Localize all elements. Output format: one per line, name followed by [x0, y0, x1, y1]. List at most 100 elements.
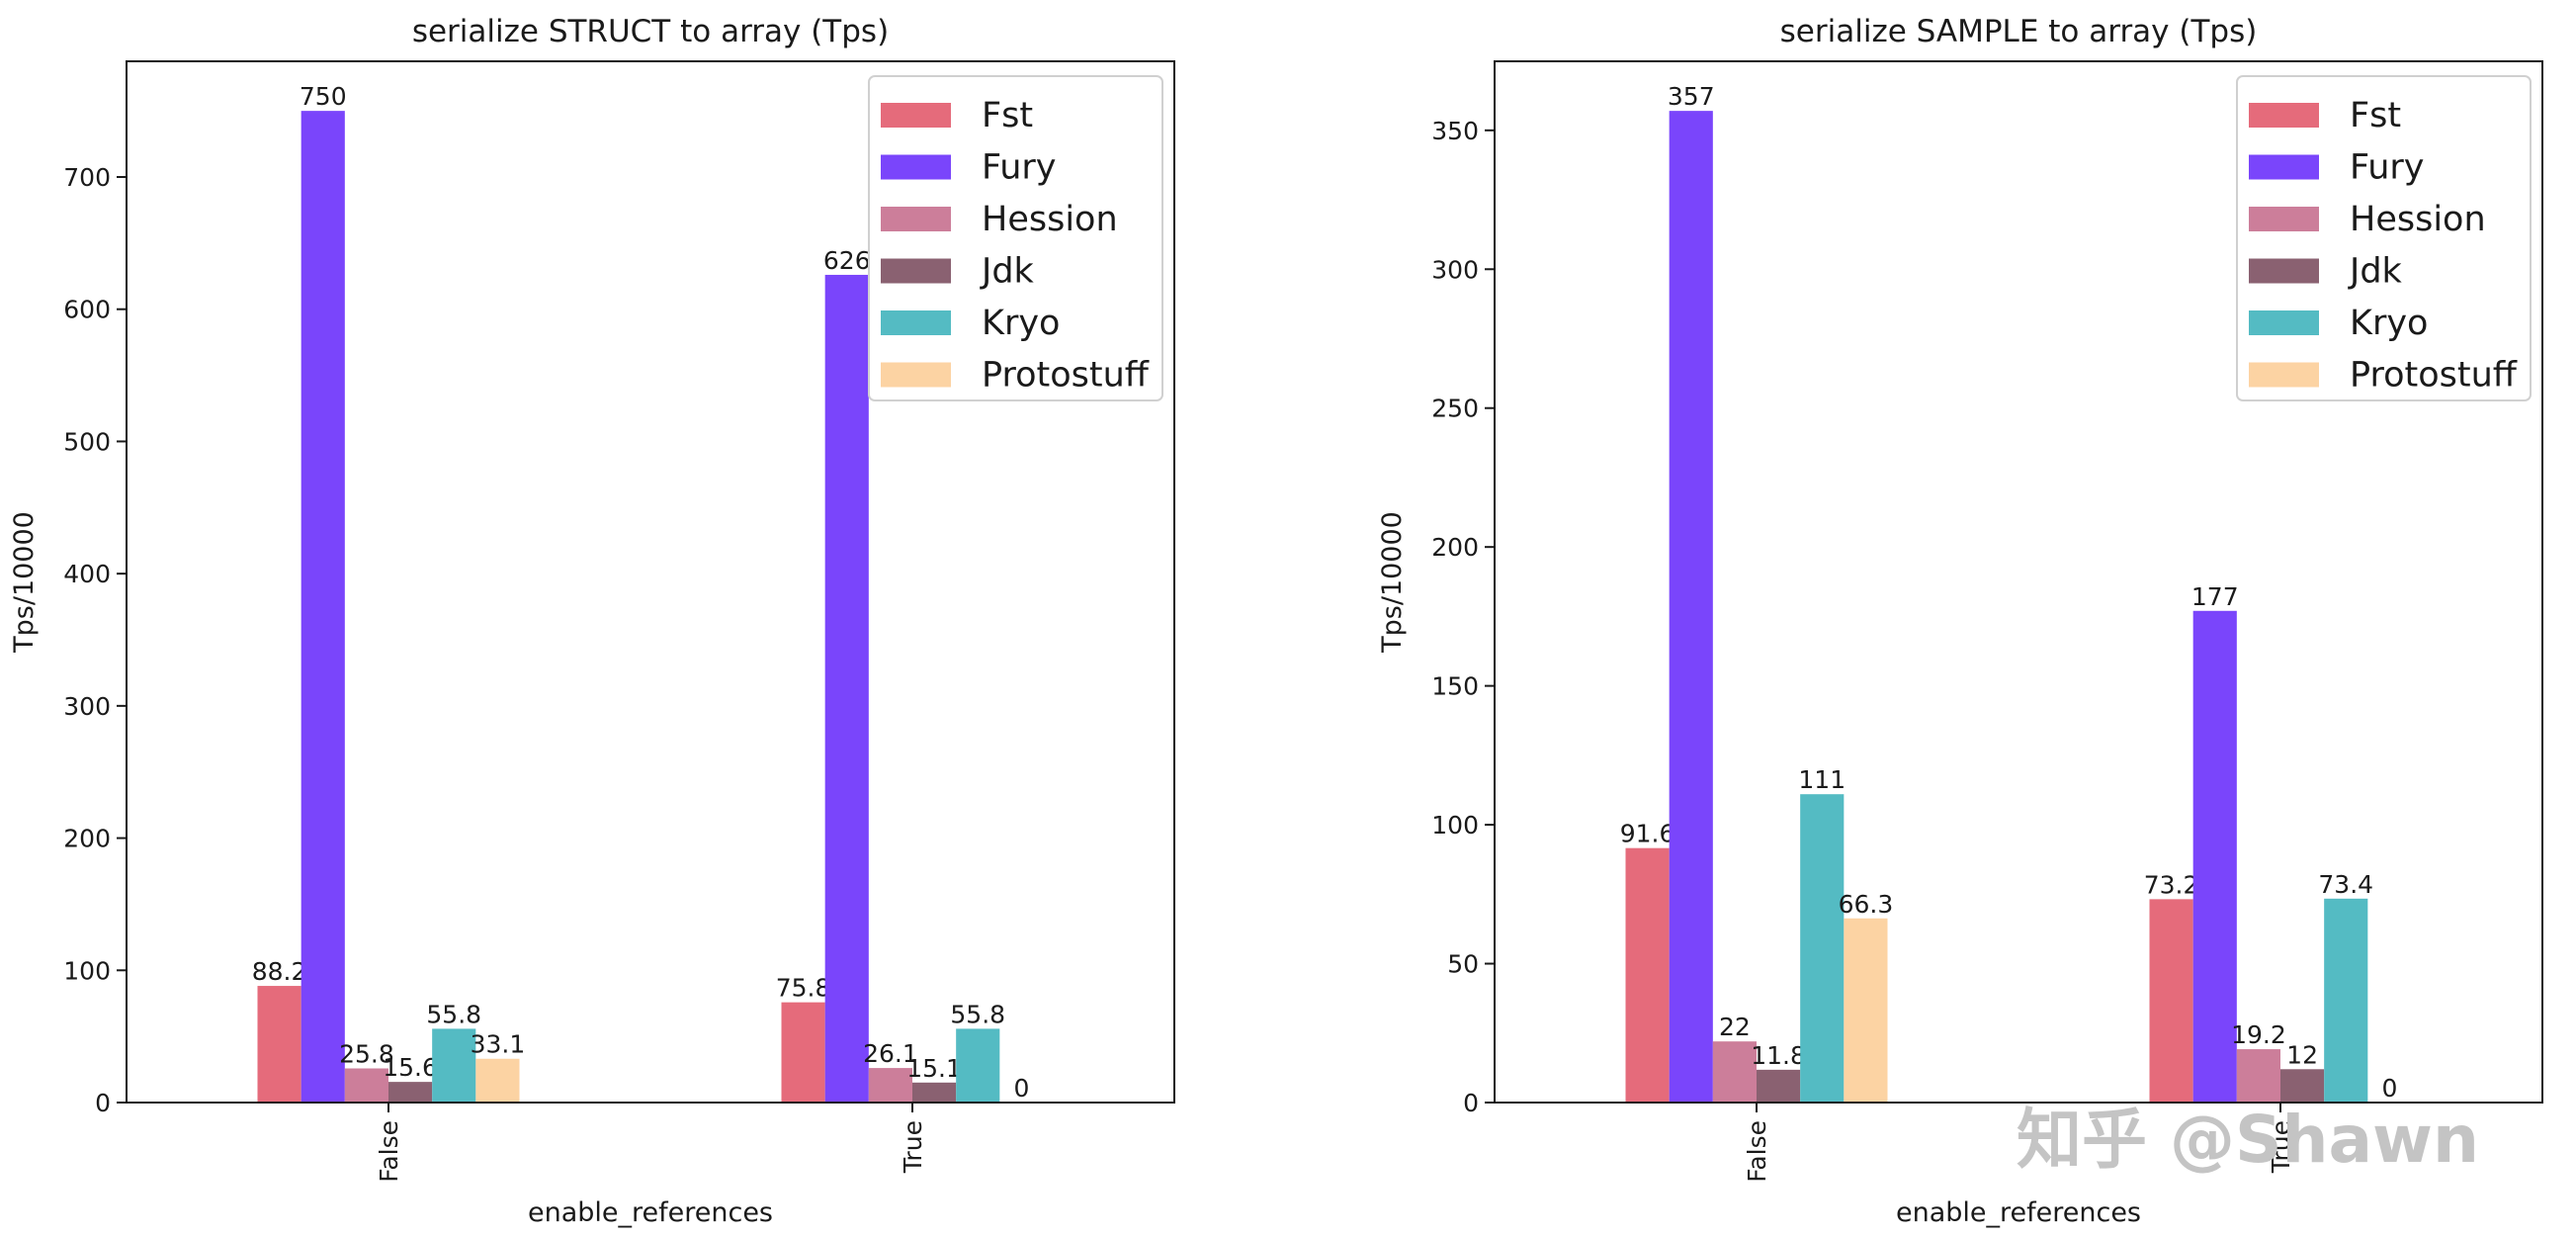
bar-value-label: 22 — [1719, 1013, 1751, 1041]
bar-value-label: 75.8 — [776, 974, 831, 1003]
bar-value-label: 73.4 — [2318, 870, 2373, 899]
bar-value-label: 19.2 — [2231, 1020, 2286, 1049]
plot-frame — [1494, 60, 2543, 1104]
y-tick-label: 200 — [1431, 533, 1479, 562]
bar-value-label: 111 — [1798, 765, 1846, 794]
bar-value-label: 626 — [823, 246, 871, 275]
y-tick-label: 600 — [63, 296, 111, 324]
legend-label: Jdk — [2348, 252, 2403, 292]
bar-jdk-true — [912, 1082, 957, 1103]
bar-fury-true — [2192, 610, 2237, 1103]
legend-swatch-fst — [881, 103, 951, 128]
y-tick-label: 250 — [1431, 395, 1479, 423]
y-tick-label: 300 — [1431, 255, 1479, 284]
legend-label: Kryo — [982, 304, 1060, 343]
bar-kryo-true — [2324, 898, 2368, 1103]
bar-hession-true — [868, 1068, 912, 1103]
bar-protostuff-false — [475, 1058, 520, 1103]
y-tick-label: 150 — [1431, 672, 1479, 701]
bar-value-label: 55.8 — [426, 1000, 481, 1028]
legend-swatch-protostuff — [2249, 362, 2319, 388]
bar-value-label: 66.3 — [1839, 890, 1894, 919]
chart-title: serialize STRUCT to array (Tps) — [412, 14, 889, 49]
legend-swatch-kryo — [2249, 310, 2319, 335]
bar-hession-false — [344, 1068, 388, 1103]
bar-fury-true — [824, 274, 869, 1103]
legend-swatch-hession — [2249, 207, 2319, 231]
legend-swatch-jdk — [2249, 258, 2319, 284]
bar-jdk-false — [388, 1082, 433, 1103]
bar-hession-true — [2236, 1049, 2280, 1103]
legend-swatch-jdk — [881, 258, 951, 284]
legend-label: Hession — [2350, 200, 2486, 239]
bar-value-label: 12 — [2286, 1040, 2318, 1069]
x-tick-label: False — [1743, 1120, 1771, 1183]
plot-frame — [126, 60, 1175, 1104]
y-tick-label: 50 — [1447, 950, 1479, 979]
x-tick-label: True — [899, 1120, 927, 1174]
bar-kryo-false — [1800, 794, 1845, 1103]
bar-kryo-false — [432, 1028, 476, 1103]
bar-fst-false — [257, 986, 301, 1103]
bar-hession-false — [1712, 1041, 1757, 1103]
legend-label: Fst — [2350, 96, 2401, 135]
y-tick-label: 400 — [63, 560, 111, 588]
x-axis-label: enable_references — [528, 1197, 773, 1228]
legend-swatch-protostuff — [881, 362, 951, 388]
x-tick-label: False — [375, 1120, 403, 1183]
bar-value-label: 357 — [1668, 82, 1715, 111]
bar-value-label: 15.1 — [906, 1054, 962, 1083]
x-tick-label: True — [2267, 1120, 2295, 1174]
y-tick-label: 500 — [63, 427, 111, 456]
bar-jdk-false — [1757, 1069, 1801, 1103]
bar-jdk-true — [2280, 1069, 2325, 1103]
bar-fury-false — [301, 111, 345, 1103]
y-tick-label: 100 — [63, 956, 111, 985]
bar-value-label: 11.8 — [1751, 1041, 1806, 1070]
bar-fst-true — [781, 1002, 825, 1103]
y-tick-label: 300 — [63, 692, 111, 721]
bar-value-label: 15.6 — [383, 1053, 438, 1082]
bar-value-label: 88.2 — [252, 957, 307, 986]
sample-chart: serialize SAMPLE to array (Tps) 0 50 100 150… — [1377, 14, 2543, 1228]
y-tick-label: 200 — [63, 825, 111, 853]
bar-value-label: 0 — [1013, 1074, 1029, 1103]
y-axis-label: Tps/10000 — [1377, 511, 1408, 654]
bar-value-label: 91.6 — [1620, 820, 1675, 848]
legend-label: Fst — [982, 96, 1033, 135]
legend-swatch-fury — [2249, 154, 2319, 180]
bar-fury-false — [1669, 111, 1713, 1103]
bar-protostuff-false — [1844, 918, 1888, 1103]
legend-label: Fury — [2350, 148, 2425, 188]
y-tick-label: 100 — [1431, 811, 1479, 840]
legend-label: Fury — [982, 148, 1057, 188]
legend-label: Kryo — [2350, 304, 2428, 343]
chart-title: serialize SAMPLE to array (Tps) — [1780, 14, 2258, 49]
bar-value-label: 55.8 — [950, 1000, 1005, 1028]
y-tick-label: 700 — [63, 163, 111, 192]
bar-value-label: 0 — [2381, 1074, 2397, 1103]
y-tick-label: 0 — [95, 1089, 111, 1117]
bar-value-label: 33.1 — [471, 1030, 526, 1059]
legend-swatch-kryo — [881, 310, 951, 335]
struct-chart: serialize STRUCT to array (Tps) 0 100 200 30… — [9, 14, 1175, 1228]
legend-label: Jdk — [980, 252, 1035, 292]
y-axis-label: Tps/10000 — [9, 511, 40, 654]
y-tick-label: 0 — [1463, 1089, 1479, 1117]
legend-label: Hession — [982, 200, 1118, 239]
y-tick-label: 350 — [1431, 117, 1479, 145]
legend-swatch-hession — [881, 207, 951, 231]
bar-fst-true — [2149, 899, 2193, 1103]
legend-label: Protostuff — [2350, 356, 2518, 396]
legend-swatch-fury — [881, 154, 951, 180]
bar-value-label: 25.8 — [339, 1040, 394, 1069]
legend-swatch-fst — [2249, 103, 2319, 128]
bar-value-label: 750 — [300, 82, 347, 111]
watermark: 知乎 @Shawn — [2017, 1102, 2479, 1178]
bar-kryo-true — [956, 1028, 1000, 1103]
bar-fst-false — [1625, 847, 1670, 1103]
x-axis-label: enable_references — [1896, 1197, 2141, 1228]
bar-value-label: 177 — [2191, 582, 2239, 611]
bar-value-label: 26.1 — [863, 1039, 918, 1068]
